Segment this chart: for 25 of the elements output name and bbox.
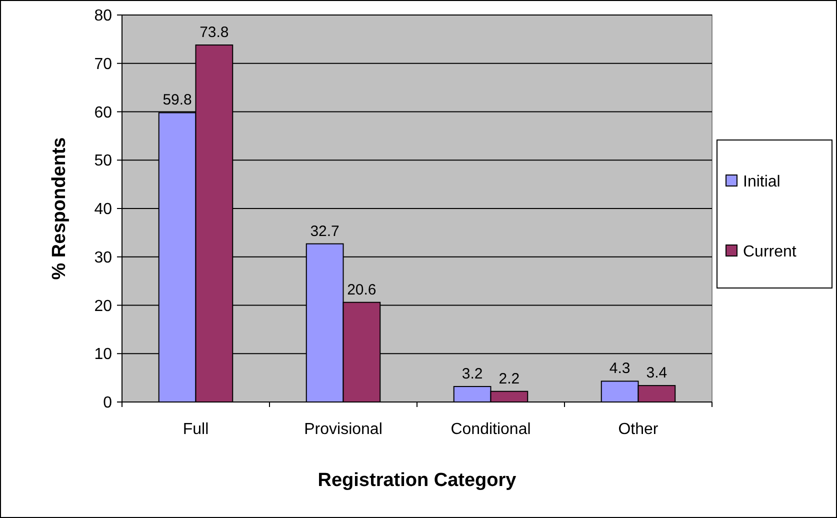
y-tick-label: 50 [94, 152, 112, 170]
legend-label: Current [743, 244, 797, 261]
y-tick-label: 70 [94, 56, 112, 73]
data-label: 32.7 [310, 222, 340, 240]
data-label: 3.4 [646, 364, 668, 382]
legend-label: Initial [743, 174, 780, 191]
y-tick-label: 0 [103, 394, 112, 412]
y-tick-label: 30 [94, 249, 112, 266]
data-label: 2.2 [498, 370, 520, 388]
y-tick-label: 80 [94, 8, 112, 25]
y-tick-label: 20 [94, 298, 112, 315]
x-tick-label: Other [618, 421, 659, 438]
x-tick-label: Provisional [304, 421, 382, 438]
y-tick-label: 40 [94, 201, 112, 218]
data-label: 3.2 [462, 366, 483, 383]
y-tick-label: 10 [94, 346, 112, 364]
data-label: 4.3 [609, 360, 630, 378]
x-tick-label: Full [182, 421, 209, 438]
data-label: 59.8 [162, 92, 192, 109]
y-axis-title: % Respondents [49, 137, 70, 280]
x-axis-title: Registration Category [318, 470, 517, 491]
y-tick-label: 60 [94, 104, 112, 122]
data-label: 20.6 [347, 281, 376, 298]
data-label: 73.8 [200, 24, 229, 41]
x-tick-label: Conditional [450, 421, 531, 438]
